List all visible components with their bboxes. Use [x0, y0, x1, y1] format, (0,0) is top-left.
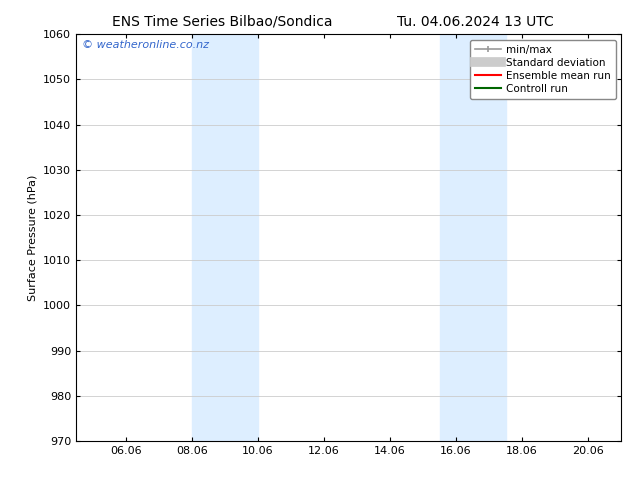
Y-axis label: Surface Pressure (hPa): Surface Pressure (hPa) [27, 174, 37, 301]
Text: Tu. 04.06.2024 13 UTC: Tu. 04.06.2024 13 UTC [397, 15, 554, 29]
Bar [191, 34, 258, 441]
Legend: min/max, Standard deviation, Ensemble mean run, Controll run: min/max, Standard deviation, Ensemble me… [470, 40, 616, 99]
Bar [439, 34, 506, 441]
Text: ENS Time Series Bilbao/Sondica: ENS Time Series Bilbao/Sondica [112, 15, 332, 29]
Text: © weatheronline.co.nz: © weatheronline.co.nz [82, 40, 209, 50]
